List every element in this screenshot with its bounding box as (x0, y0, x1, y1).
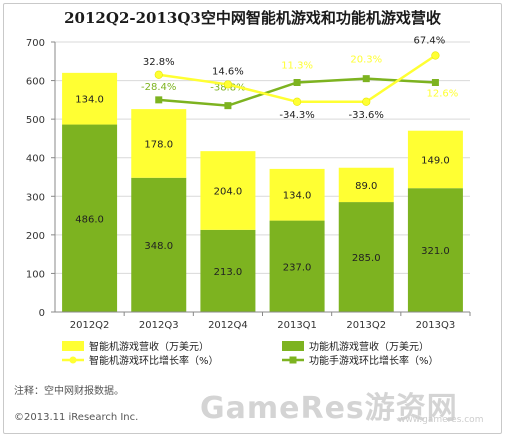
bar-feature-revenue (269, 220, 325, 312)
feature-growth-point (155, 96, 163, 104)
bar-smart-revenue (200, 151, 256, 230)
feature-growth-point (431, 79, 439, 86)
y-tick-label: 500 (26, 115, 45, 126)
y-tick-label: 0 (39, 308, 45, 319)
smart-growth-label: 32.8% (143, 57, 175, 68)
legend-feature-growth-marker (289, 356, 297, 364)
feature-growth-label: 12.6% (427, 89, 459, 100)
bar-feature-label: 348.0 (144, 241, 173, 252)
smart-growth-point (292, 97, 302, 106)
bar-feature-revenue (407, 188, 463, 312)
bar-feature-label: 237.0 (283, 262, 312, 273)
x-tick-label: 2012Q2 (70, 320, 110, 331)
smart-growth-label: -33.6% (349, 110, 384, 121)
footnote: 注释：空中网财报数据。 (14, 386, 124, 397)
bar-feature-revenue (338, 202, 394, 312)
smart-growth-label: 67.4% (414, 36, 446, 47)
bar-smart-label: 178.0 (144, 139, 173, 150)
feature-growth-point (362, 75, 370, 83)
bar-smart-revenue (62, 72, 118, 125)
feature-growth-point (293, 79, 301, 86)
bar-smart-revenue (269, 168, 325, 221)
bar-smart-label: 89.0 (355, 181, 377, 192)
bar-smart-revenue (131, 109, 187, 178)
bar-feature-label: 486.0 (75, 214, 104, 225)
watermark: GameRes游资网 (200, 391, 458, 426)
feature-growth-point (224, 102, 232, 110)
bar-smart-label: 134.0 (75, 95, 104, 106)
bar-feature-revenue (131, 177, 187, 312)
y-tick-label: 100 (26, 269, 45, 280)
legend-feature-growth-label: 功能手游戏环比增长率（%） (309, 354, 439, 367)
bar-feature-revenue (200, 229, 256, 312)
smart-growth-label: 14.6% (212, 66, 244, 77)
bar-feature-label: 285.0 (352, 253, 381, 264)
feature-growth-label: 20.3% (350, 55, 382, 66)
x-tick-label: 2013Q3 (416, 320, 456, 331)
watermark-url: www.gameres.com (398, 415, 484, 425)
bar-feature-revenue (62, 124, 118, 313)
bar-smart-label: 149.0 (421, 155, 450, 166)
y-tick-label: 400 (26, 154, 45, 165)
y-tick-label: 300 (26, 192, 45, 203)
smart-growth-point (223, 80, 233, 89)
bar-smart-revenue (407, 130, 463, 189)
y-tick-label: 600 (26, 77, 45, 88)
x-tick-label: 2013Q2 (346, 320, 386, 331)
bar-feature-label: 321.0 (421, 246, 450, 257)
bar-smart-label: 204.0 (214, 187, 243, 198)
feature-growth-label: 11.3% (281, 61, 313, 72)
y-tick-label: 700 (26, 38, 45, 49)
y-tick-label: 200 (26, 231, 45, 242)
smart-growth-point (431, 51, 440, 60)
x-tick-label: 2012Q4 (208, 320, 248, 331)
copyright: ©2013.11 iResearch Inc. (14, 412, 139, 423)
bar-feature-label: 213.0 (214, 267, 243, 278)
chart-title: 2012Q2-2013Q3空中网智能机游戏和功能机游戏营收 (64, 9, 441, 27)
legend-smart-revenue-swatch (62, 341, 84, 351)
legend-smart-revenue-label: 智能机游戏营收（万美元） (89, 340, 209, 353)
smart-growth-point (154, 70, 163, 79)
x-tick-label: 2013Q1 (277, 320, 317, 331)
legend-feature-revenue-label: 功能机游戏营收（万美元） (309, 340, 429, 353)
smart-growth-point (362, 97, 371, 106)
feature-growth-label: -28.4% (141, 82, 176, 93)
smart-growth-label: -34.3% (279, 110, 314, 121)
x-tick-label: 2012Q3 (139, 320, 179, 331)
bar-smart-revenue (338, 167, 394, 203)
legend-feature-revenue-swatch (282, 341, 304, 351)
legend-smart-growth-label: 智能机游戏环比增长率（%） (89, 354, 219, 367)
legend-smart-growth-marker (69, 356, 77, 364)
bar-smart-label: 134.0 (283, 191, 312, 202)
